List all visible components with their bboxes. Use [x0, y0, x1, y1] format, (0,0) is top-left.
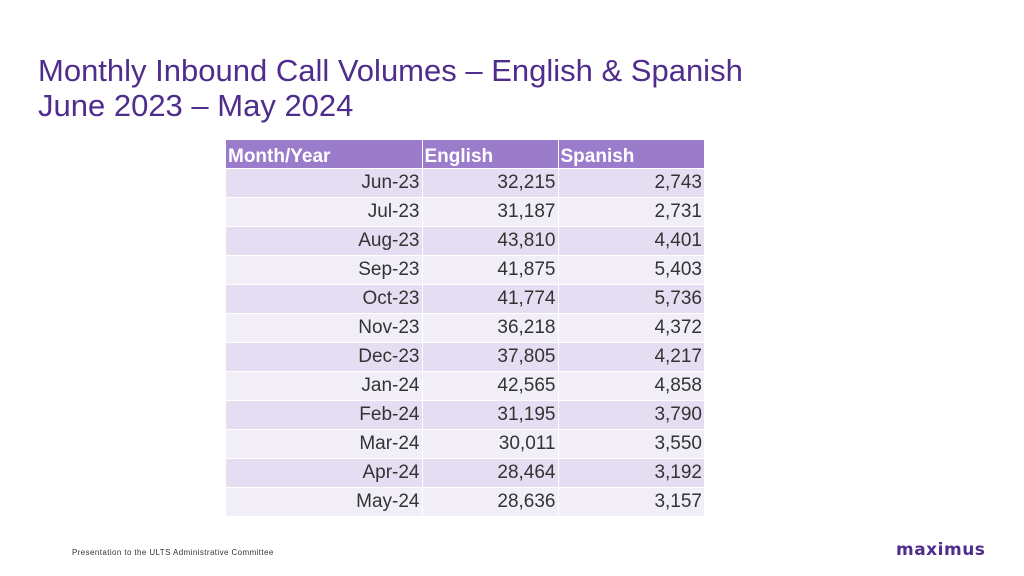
- spanish-cell: 4,217: [558, 342, 704, 372]
- spanish-cell: 4,858: [558, 371, 704, 401]
- english-cell: 36,218: [422, 313, 559, 343]
- slide-title-line-1: Monthly Inbound Call Volumes – English &…: [38, 53, 743, 88]
- table-row: Oct-23 41,774 5,736: [226, 284, 704, 314]
- table-row: Dec-23 37,805 4,217: [226, 342, 704, 372]
- table-row: Jul-23 31,187 2,731: [226, 197, 704, 227]
- footer-caption: Presentation to the ULTS Administrative …: [72, 548, 274, 557]
- spanish-cell: 5,736: [558, 284, 704, 314]
- english-cell: 28,464: [422, 458, 559, 488]
- table-row: Mar-24 30,011 3,550: [226, 429, 704, 459]
- month-cell: Jun-23: [226, 168, 423, 198]
- slide-title: Monthly Inbound Call Volumes – English &…: [38, 53, 743, 123]
- table-row: Jun-23 32,215 2,743: [226, 168, 704, 198]
- month-cell: Jan-24: [226, 371, 423, 401]
- month-cell: Feb-24: [226, 400, 423, 430]
- spanish-cell: 4,401: [558, 226, 704, 256]
- table-row: Feb-24 31,195 3,790: [226, 400, 704, 430]
- english-cell: 41,875: [422, 255, 559, 285]
- english-cell: 41,774: [422, 284, 559, 314]
- month-cell: Aug-23: [226, 226, 423, 256]
- spanish-cell: 3,550: [558, 429, 704, 459]
- month-cell: Sep-23: [226, 255, 423, 285]
- spanish-cell: 3,192: [558, 458, 704, 488]
- month-cell: May-24: [226, 487, 423, 516]
- english-cell: 37,805: [422, 342, 559, 372]
- spanish-cell: 2,743: [558, 168, 704, 198]
- english-cell: 31,187: [422, 197, 559, 227]
- column-header-english: English: [422, 140, 559, 169]
- column-header-month-year: Month/Year: [226, 140, 423, 169]
- english-cell: 30,011: [422, 429, 559, 459]
- call-volume-table: Month/Year English Spanish Jun-23 32,215…: [226, 140, 704, 516]
- english-cell: 42,565: [422, 371, 559, 401]
- table-row: Apr-24 28,464 3,192: [226, 458, 704, 488]
- english-cell: 43,810: [422, 226, 559, 256]
- slide-title-line-2: June 2023 – May 2024: [38, 88, 354, 123]
- month-cell: Apr-24: [226, 458, 423, 488]
- spanish-cell: 4,372: [558, 313, 704, 343]
- month-cell: Mar-24: [226, 429, 423, 459]
- table-row: May-24 28,636 3,157: [226, 487, 704, 516]
- table-row: Nov-23 36,218 4,372: [226, 313, 704, 343]
- table-row: Sep-23 41,875 5,403: [226, 255, 704, 285]
- spanish-cell: 2,731: [558, 197, 704, 227]
- column-header-spanish: Spanish: [558, 140, 704, 169]
- month-cell: Nov-23: [226, 313, 423, 343]
- spanish-cell: 3,157: [558, 487, 704, 516]
- maximus-logo: maximus: [896, 540, 986, 560]
- table-row: Aug-23 43,810 4,401: [226, 226, 704, 256]
- month-cell: Jul-23: [226, 197, 423, 227]
- table-row: Jan-24 42,565 4,858: [226, 371, 704, 401]
- english-cell: 31,195: [422, 400, 559, 430]
- spanish-cell: 5,403: [558, 255, 704, 285]
- english-cell: 32,215: [422, 168, 559, 198]
- english-cell: 28,636: [422, 487, 559, 516]
- month-cell: Dec-23: [226, 342, 423, 372]
- spanish-cell: 3,790: [558, 400, 704, 430]
- month-cell: Oct-23: [226, 284, 423, 314]
- table-header-row: Month/Year English Spanish: [226, 140, 704, 169]
